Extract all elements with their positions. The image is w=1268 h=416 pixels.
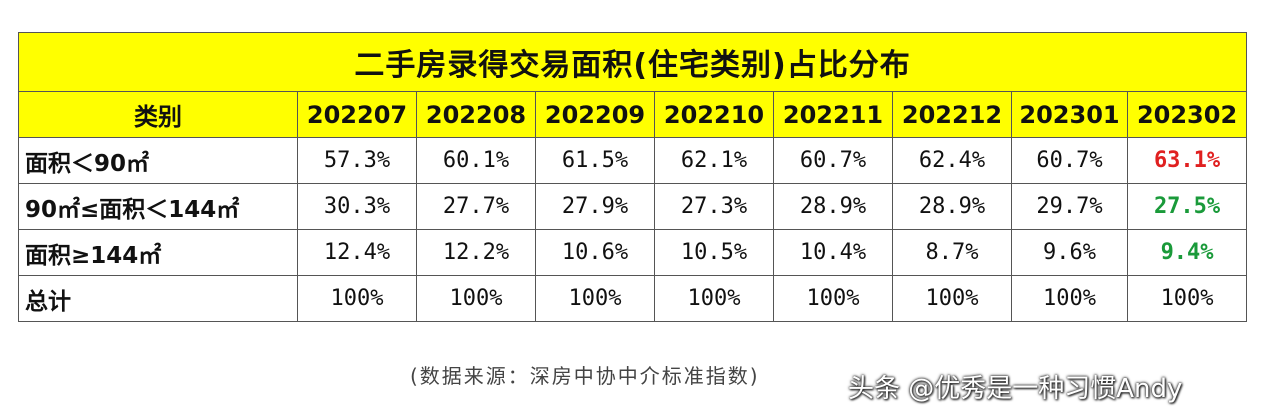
table-row: 面积＜90㎡ 57.3% 60.1% 61.5% 62.1% 60.7% 62.… (18, 137, 1248, 184)
table-cell: 10.6% (535, 229, 655, 276)
table-cell: 100% (1011, 275, 1128, 322)
watermark: 头条 @优秀是一种习惯Andy (848, 374, 1183, 404)
table-cell: 100% (892, 275, 1012, 322)
header-month: 202212 (892, 91, 1012, 138)
header-month: 202302 (1126, 91, 1248, 138)
table-cell: 28.9% (892, 183, 1012, 230)
table-row: 面积≥144㎡ 12.4% 12.2% 10.6% 10.5% 10.4% 8.… (18, 229, 1248, 276)
table-cell: 29.7% (1011, 183, 1128, 230)
header-month: 202209 (535, 91, 655, 138)
table-cell-highlight: 9.4% (1126, 229, 1248, 276)
table-cell: 100% (535, 275, 655, 322)
row-label: 面积＜90㎡ (18, 137, 298, 184)
table-cell: 27.3% (654, 183, 774, 230)
table-cell: 9.6% (1011, 229, 1128, 276)
table-row: 90㎡≤面积＜144㎡ 30.3% 27.7% 27.9% 27.3% 28.9… (18, 183, 1248, 230)
area-distribution-table: 二手房录得交易面积(住宅类别)占比分布 类别 202207 202208 202… (17, 32, 1248, 322)
table-cell: 8.7% (892, 229, 1012, 276)
table-title: 二手房录得交易面积(住宅类别)占比分布 (17, 32, 1248, 92)
header-month: 202210 (654, 91, 774, 138)
table-cell: 100% (1126, 275, 1248, 322)
table-cell: 100% (773, 275, 893, 322)
table-cell: 28.9% (773, 183, 893, 230)
table-cell: 12.2% (416, 229, 536, 276)
header-month: 202301 (1011, 91, 1128, 138)
header-month: 202208 (416, 91, 536, 138)
table-cell: 30.3% (297, 183, 417, 230)
table-cell-highlight: 27.5% (1126, 183, 1248, 230)
table-cell: 60.7% (773, 137, 893, 184)
table-cell: 27.9% (535, 183, 655, 230)
table-cell: 27.7% (416, 183, 536, 230)
table-cell: 61.5% (535, 137, 655, 184)
table-row: 总计 100% 100% 100% 100% 100% 100% 100% 10… (18, 275, 1248, 322)
table-cell: 100% (297, 275, 417, 322)
table-cell-highlight: 63.1% (1126, 137, 1248, 184)
table-cell: 60.1% (416, 137, 536, 184)
data-table-container: 二手房录得交易面积(住宅类别)占比分布 类别 202207 202208 202… (17, 32, 1248, 322)
header-row: 类别 202207 202208 202209 202210 202211 20… (18, 91, 1248, 138)
table-cell: 100% (654, 275, 774, 322)
row-label: 90㎡≤面积＜144㎡ (18, 183, 298, 230)
table-cell: 10.4% (773, 229, 893, 276)
row-label: 面积≥144㎡ (18, 229, 298, 276)
table-cell: 57.3% (297, 137, 417, 184)
table-cell: 10.5% (654, 229, 774, 276)
header-category: 类别 (18, 91, 298, 138)
data-source-note: (数据来源：深房中协中介标准指数) (410, 364, 760, 388)
table-cell: 12.4% (297, 229, 417, 276)
table-cell: 62.4% (892, 137, 1012, 184)
row-label: 总计 (18, 275, 298, 322)
table-cell: 62.1% (654, 137, 774, 184)
header-month: 202207 (297, 91, 417, 138)
table-cell: 60.7% (1011, 137, 1128, 184)
header-month: 202211 (773, 91, 893, 138)
table-cell: 100% (416, 275, 536, 322)
